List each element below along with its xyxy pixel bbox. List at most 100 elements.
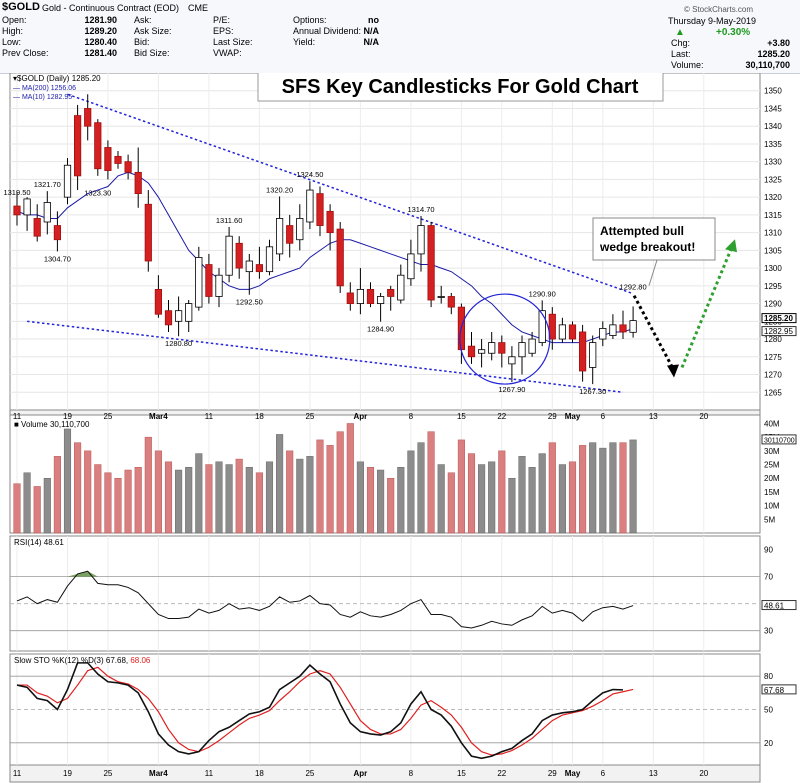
volume-bar [336,431,344,534]
date-label-bottom: 22 [497,769,506,778]
candle-body [104,147,112,171]
candle-body [568,324,577,340]
price-tick-label: 1335 [764,140,782,149]
volume-bar [124,469,132,534]
volume-bar [407,450,415,534]
volume-bar [568,461,577,534]
volume-bar [326,445,334,534]
date-label-top: 13 [649,412,658,421]
ma-value-tag-text: 1282.95 [764,327,793,336]
volume-bar [245,467,253,534]
col2-label: Bid: [134,37,150,47]
price-tick-label: 1290 [764,300,782,309]
candle-body [94,122,102,170]
candle-body [417,225,425,255]
callout-line-2: wedge breakout! [599,240,695,254]
date-label-bottom: May [565,769,581,778]
volume-legend: ■ Volume 30,110,700 [14,420,90,429]
exchange: CME [188,3,208,13]
volume-bar [427,431,435,534]
price-label: 1290.90 [529,289,556,298]
candle-body [225,235,233,276]
volume-bar [548,442,556,534]
col4-value: N/A [363,37,380,47]
volume-bar [538,453,546,534]
date-label-top: 25 [103,412,112,421]
candle-body [619,324,627,333]
date-label-top: Apr [354,412,368,421]
date-label-bottom: Apr [354,769,368,778]
chart-title: SFS Key Candlesticks For Gold Chart [282,76,639,98]
volume-tick-label: 20M [764,474,780,483]
candle-body [296,218,304,241]
candle-body [33,218,41,237]
candle-body [477,349,486,354]
col3-label: P/E: [213,15,231,25]
candle-body [63,164,72,198]
candle-body [255,264,264,273]
chart-area: 1319.50 1321.70 1304.70 1323.30 1280.80 1311.… [3,73,797,783]
bearish-arrow-line [632,294,675,370]
col4-value: N/A [363,26,380,36]
candle-body [579,331,587,372]
callout-box [592,217,716,261]
volume-bar [114,477,122,534]
volume-value-tag-text: 30110700 [764,437,795,444]
price-label: 1320.20 [266,185,293,194]
date-label-top: 11 [205,412,214,421]
candle-body [326,210,334,234]
volume-tick-label: 40M [764,419,780,428]
sto-d-line [17,666,634,756]
price-label: 1314.70 [407,205,434,214]
candle-body [316,193,324,226]
highlight-circle [459,293,551,385]
stochastic-panel [10,662,760,760]
col5-value: 30,110,700 [745,60,790,70]
volume-bar [366,467,375,534]
date-label-bottom: 6 [601,769,606,778]
sto-tick-label: 80 [764,672,773,681]
volume-value-tag [761,434,797,445]
col1-value: 1289.20 [84,26,117,36]
col4-label: Annual Dividend: [293,26,362,36]
volume-bar [558,464,566,534]
legends: ▾$GOLD (Daily) 1285.20 — MA(200) 1256.06 —… [13,74,151,665]
candle-body [599,328,607,340]
panel-frame [9,535,761,652]
axis-labels: 1265127012751280128512901295130013051310… [13,87,797,778]
volume-tick-label: 30M [764,447,780,456]
price-label: 1304.70 [44,254,71,263]
candle-body [528,338,536,354]
date-strip-top [9,409,761,416]
date-label-top: 29 [548,412,557,421]
candle-body [589,342,597,368]
price-tick-label: 1280 [764,335,782,344]
sto-tick-label: 50 [764,706,773,715]
price-label: 1284.90 [367,325,394,334]
sto-k-line [16,662,624,760]
price-labels: 1319.50 1321.70 1304.70 1323.30 1280.80 1311.… [3,170,646,396]
volume-bar [175,469,183,534]
volume-bar [619,442,627,534]
date-label-bottom: 19 [63,769,72,778]
price-tick-label: 1275 [764,353,782,362]
sto-tick-label: 20 [764,739,773,748]
col2-label: Ask: [134,15,152,25]
volume-bar [63,428,72,534]
candle-body [174,310,183,322]
callout-line-1: Attempted bull [600,224,684,238]
last-price-tag [761,313,797,324]
bearish-arrow-head [667,364,679,378]
candle-body [447,296,455,308]
price-label: 1319.50 [3,188,30,197]
candle-body [84,108,92,127]
instrument-description: Gold - Continuous Contract (EOD) [42,3,180,13]
symbol: $GOLD [2,1,40,13]
date-label-top: 8 [409,412,414,421]
candle-body [13,205,21,216]
col4-label: Options: [293,15,327,25]
volume-bar [13,483,21,534]
candle-body [114,155,122,164]
callout-pointer [648,259,658,286]
volume-bar [74,442,82,534]
